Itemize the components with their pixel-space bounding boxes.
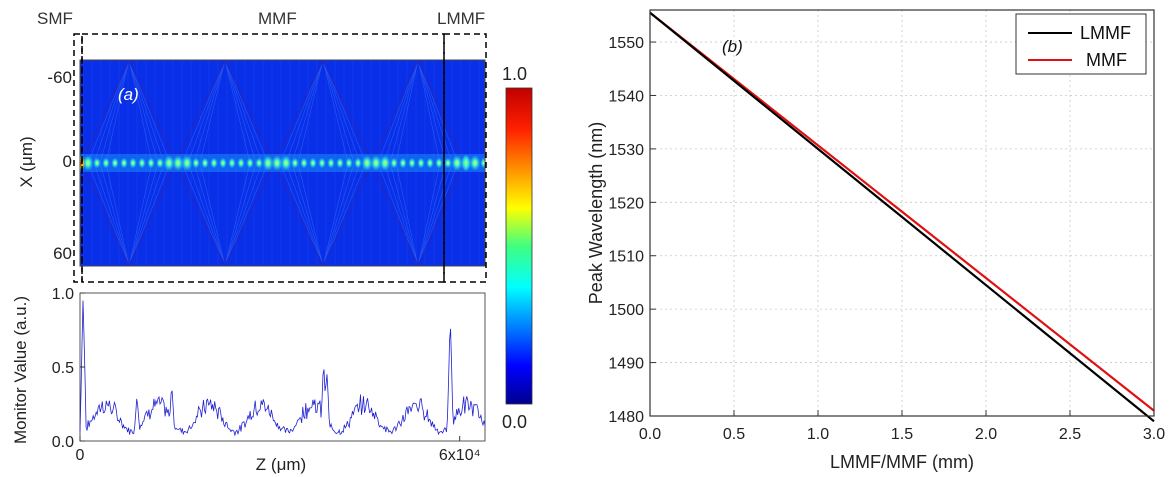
monitor-ytick-label: 0.5 xyxy=(52,360,74,377)
panel-label-a: (a) xyxy=(118,85,139,104)
monitor-ytick-label: 1.0 xyxy=(52,286,74,303)
fiber-label-lmmf: LMMF xyxy=(437,9,485,28)
heatmap-border xyxy=(79,59,486,267)
series-line-mmf xyxy=(649,11,1155,412)
series-line-lmmf xyxy=(649,11,1155,423)
monitor-ylabel: Monitor Value (a.u.) xyxy=(11,296,30,444)
fiber-label-mmf: MMF xyxy=(258,9,297,28)
y-tick-label: 1480 xyxy=(608,409,644,426)
y-tick-label: 1490 xyxy=(608,356,644,373)
panel-b-border xyxy=(649,9,1155,417)
legend-box xyxy=(1015,13,1147,75)
fiber-label-smf: SMF xyxy=(37,9,73,28)
x-tick-label: 1.5 xyxy=(891,426,913,443)
panel-b-ylabel: Peak Wavelength (nm) xyxy=(586,122,606,304)
colorbar-gradient xyxy=(505,87,533,405)
heatmap-ytick-label: 60 xyxy=(53,244,72,263)
heatmap-ytick-label: -60 xyxy=(47,68,72,87)
colorbar: 1.0 0.0 xyxy=(502,64,533,432)
y-tick-label: 1510 xyxy=(608,249,644,266)
heatmap-ylabel: X (μm) xyxy=(17,136,36,187)
legend-label-lmmf: LMMF xyxy=(1080,23,1131,43)
monitor-ytick-label: 0.0 xyxy=(52,434,74,451)
y-tick-label: 1550 xyxy=(608,35,644,52)
y-tick-label: 1500 xyxy=(608,302,644,319)
legend: LMMF MMF xyxy=(1015,13,1147,75)
colorbar-min-label: 0.0 xyxy=(502,412,527,432)
x-tick-label: 1.0 xyxy=(807,426,829,443)
panel-b-plot: 0.0 0.5 1.0 1.5 2.0 2.5 3.0 1480 1490 1500 1510 152… xyxy=(586,9,1165,472)
monitor-xtick-label: 0 xyxy=(76,447,85,464)
y-tick-label: 1520 xyxy=(608,195,644,212)
x-tick-label: 2.5 xyxy=(1059,426,1081,443)
heatmap-interference-pattern xyxy=(80,60,485,266)
x-tick-label: 0.0 xyxy=(639,426,661,443)
x-tick-label: 2.0 xyxy=(975,426,997,443)
panel-a-monitor-plot: 0 6x10⁴ 0.0 0.5 1.0 Monitor Value (a.u.) Z (… xyxy=(11,286,486,474)
x-tick-label: 3.0 xyxy=(1143,426,1165,443)
panel-b-xlabel: LMMF/MMF (mm) xyxy=(830,452,974,472)
monitor-xlabel: Z (μm) xyxy=(256,455,306,474)
panel-a-heatmap: SMF MMF LMMF (a) -60 0 60 X (μm) xyxy=(17,9,487,283)
panel-label-b: (b) xyxy=(722,37,743,56)
y-tick-label: 1540 xyxy=(608,88,644,105)
lmmf-section-box xyxy=(443,33,487,283)
colorbar-max-label: 1.0 xyxy=(502,64,527,84)
x-tick-label: 0.5 xyxy=(723,426,745,443)
monitor-series-line xyxy=(79,300,486,437)
monitor-xtick-label: 6x10⁴ xyxy=(439,447,481,464)
heatmap-ytick-label: 0 xyxy=(63,152,72,171)
y-tick-label: 1530 xyxy=(608,142,644,159)
legend-label-mmf: MMF xyxy=(1086,50,1127,70)
